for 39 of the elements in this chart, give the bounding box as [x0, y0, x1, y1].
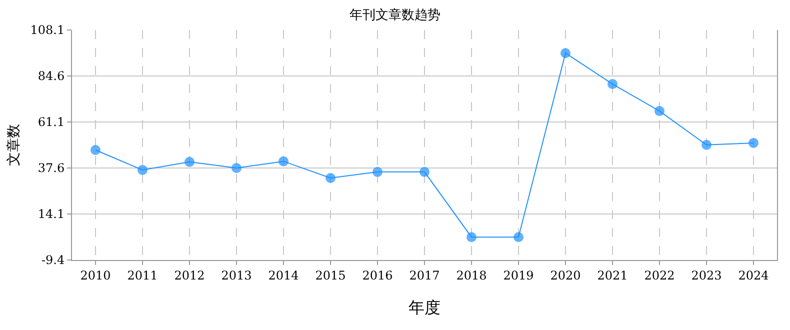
- point: [466, 232, 476, 242]
- point: [232, 163, 242, 173]
- point: [138, 164, 148, 175]
- x-tick-label: 2010: [80, 268, 111, 282]
- chart-title: 年刊文章数趋势: [350, 8, 440, 23]
- point: [608, 79, 618, 90]
- x-tick-label: 2015: [315, 268, 346, 282]
- x-axis-title: 年度: [408, 298, 440, 318]
- point: [654, 106, 664, 116]
- x-tick-label: 2023: [691, 268, 722, 282]
- y-axis-title: 文章数: [6, 124, 22, 166]
- x-tick-label: 2022: [644, 268, 675, 282]
- x-tick-label: 2016: [362, 268, 393, 282]
- x-tick-label: 2021: [597, 268, 628, 282]
- point: [184, 156, 194, 167]
- point: [278, 156, 288, 166]
- y-tick-label: 37.6: [38, 161, 65, 176]
- point: [514, 232, 524, 242]
- y-tick-label: 61.1: [38, 115, 65, 130]
- y-tick-label: 84.6: [38, 69, 65, 84]
- point: [560, 48, 570, 58]
- x-tick-label: 2012: [174, 268, 205, 282]
- y-tick-label: -9.4: [41, 253, 65, 268]
- point: [372, 166, 382, 177]
- x-tick-label: 2020: [550, 268, 581, 282]
- x-tick-label: 2019: [503, 268, 534, 282]
- point: [748, 138, 758, 148]
- x-tick-label: 2024: [738, 268, 770, 282]
- x-tick-label: 2014: [268, 268, 300, 282]
- point: [326, 172, 336, 183]
- point: [90, 144, 100, 155]
- x-tick-label: 2017: [409, 268, 440, 282]
- point: [420, 166, 430, 177]
- x-tick-label: 2011: [127, 268, 158, 282]
- x-tick-label: 2018: [456, 268, 487, 282]
- y-tick-label: 108.1: [30, 23, 65, 38]
- y-tick-label: 14.1: [38, 207, 65, 222]
- x-tick-label: 2013: [221, 268, 252, 282]
- point: [702, 140, 712, 150]
